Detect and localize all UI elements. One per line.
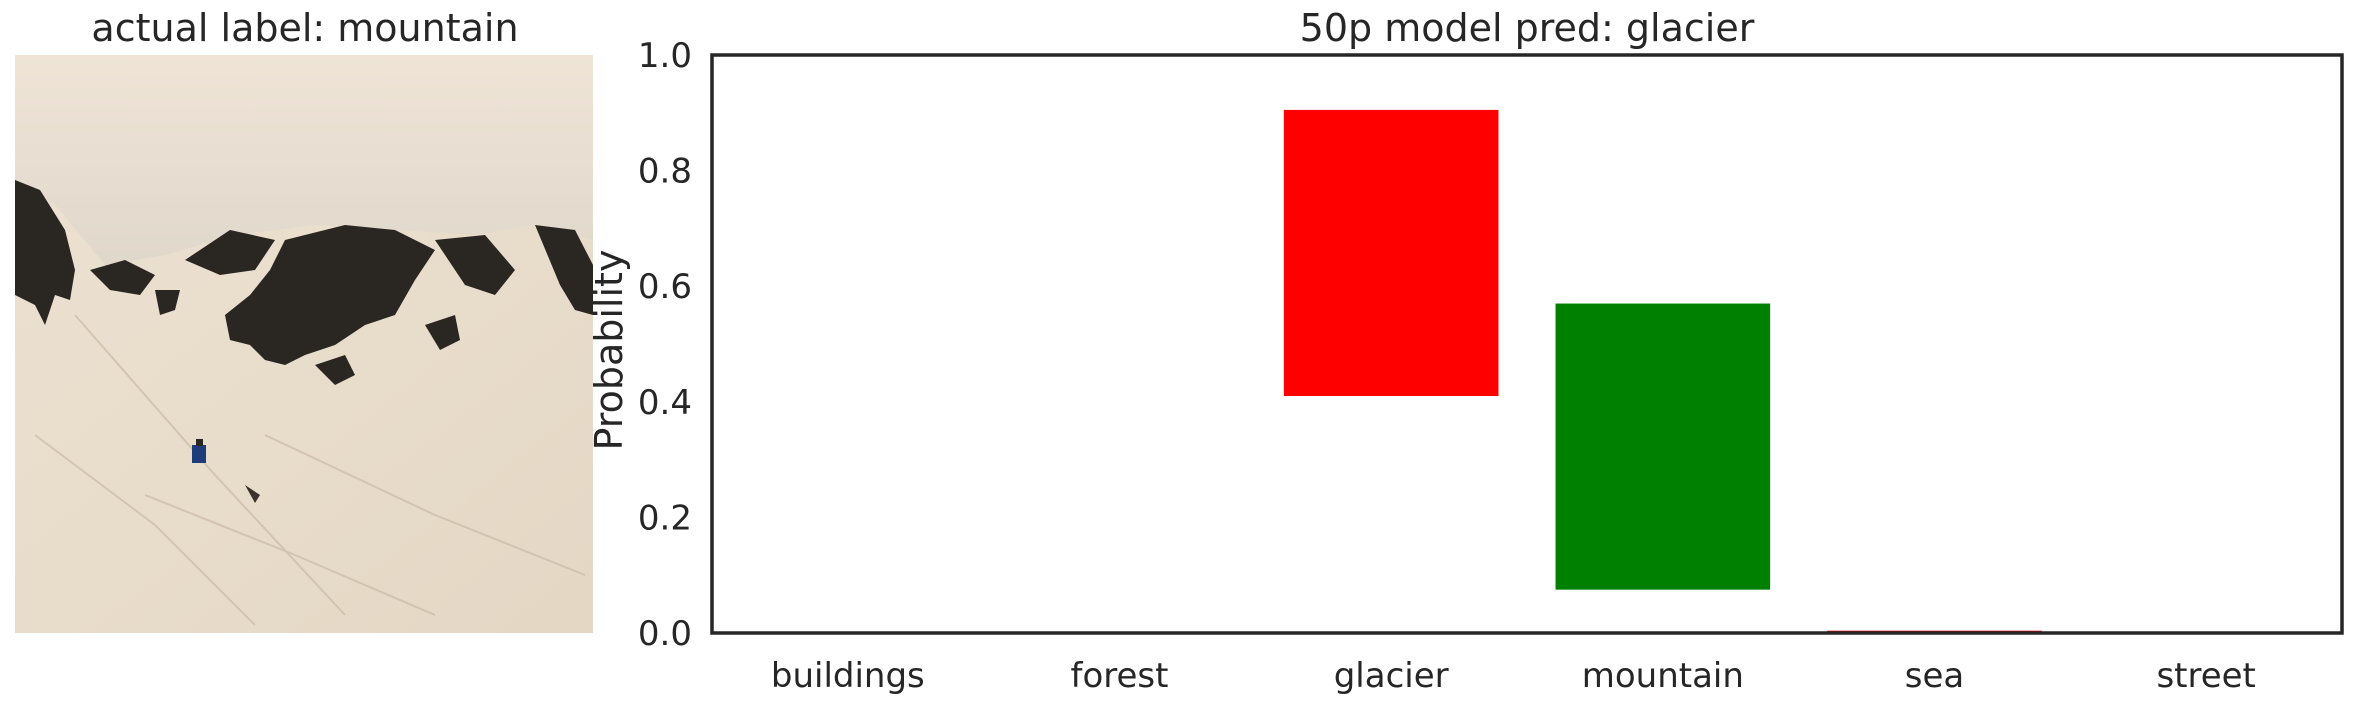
x-tick-label-buildings: buildings	[771, 656, 925, 696]
mountain-photo-illustration	[15, 55, 593, 633]
plot-frame	[710, 53, 2344, 635]
y-axis-label: Probability	[587, 250, 631, 451]
y-tick-label: 0.6	[638, 267, 692, 307]
y-tick-label: 0.0	[638, 614, 692, 654]
x-tick-label-forest: forest	[1071, 656, 1169, 696]
bar-mountain	[1555, 303, 1771, 590]
mountain-photo	[15, 55, 593, 633]
x-tick-label-sea: sea	[1905, 656, 1964, 696]
x-tick-label-street: street	[2156, 656, 2255, 696]
bar-glacier	[1283, 109, 1499, 397]
x-tick-label-mountain: mountain	[1582, 656, 1744, 696]
y-tick-label: 0.4	[638, 383, 692, 423]
y-tick-label: 1.0	[638, 36, 692, 76]
image-title: actual label: mountain	[91, 6, 519, 50]
x-tick-label-glacier: glacier	[1334, 656, 1449, 696]
chart-title: 50p model pred: glacier	[1299, 6, 1755, 50]
y-tick-label: 0.2	[638, 498, 692, 538]
y-tick-label: 0.8	[638, 152, 692, 192]
